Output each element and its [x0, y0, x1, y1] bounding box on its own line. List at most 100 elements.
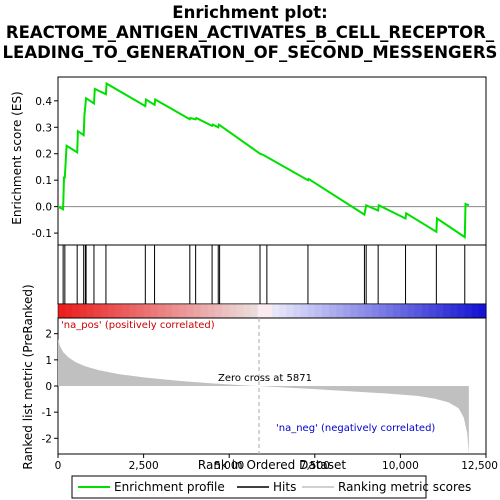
rank-x-ticks: 0 2,500 5,000 7,500 10,000 12,500 [55, 454, 498, 472]
legend: Enrichment profile Hits Ranking metric s… [71, 475, 471, 499]
es-y-tick-label: 0.1 [35, 175, 52, 187]
ranked-metric-panel: 'na_pos' (positively correlated) 'na_neg… [21, 284, 498, 472]
color-band-segment [443, 304, 451, 318]
neg-correlated-label: 'na_neg' (negatively correlated) [276, 423, 435, 434]
rank-y-ticks: 2 1 0 -1 -2 [42, 329, 58, 445]
color-band-segment [321, 304, 330, 318]
rank-y-tick-label: -2 [42, 433, 52, 445]
color-band-segment [236, 304, 245, 318]
color-band-segment [428, 304, 437, 318]
rank-x-tick-label: 5,000 [214, 460, 244, 472]
color-band-segment [450, 304, 459, 318]
color-band-segment [421, 304, 430, 318]
es-profile-line [57, 81, 470, 239]
color-band-segment [336, 304, 344, 318]
rank-x-axis-label: Rank in Ordered Dataset [198, 458, 346, 472]
color-band-segment [214, 304, 223, 318]
color-band-segment [457, 304, 466, 318]
color-band-segment [314, 304, 323, 318]
color-band-segment [329, 304, 337, 318]
color-band-segment [193, 304, 202, 318]
color-band-segment [115, 304, 123, 318]
color-band-segment [364, 304, 373, 318]
color-band-segment [72, 304, 80, 318]
color-band-segment [393, 304, 401, 318]
color-band-segment [436, 304, 444, 318]
color-band-segment [300, 304, 309, 318]
color-band-segment [272, 304, 280, 318]
hits-frame [57, 244, 487, 305]
title-line-3: LEADING_TO_GENERATION_OF_SECOND_MESSENGE… [3, 43, 498, 62]
color-band-segment [100, 304, 109, 318]
color-band-segment [350, 304, 359, 318]
enrichment-profile-panel: 0.4 0.3 0.2 0.1 0.0 -0.1 Enrichment score (ES… [10, 76, 487, 246]
color-band-segment [379, 304, 387, 318]
color-band-segment [107, 304, 116, 318]
color-band-segment [400, 304, 409, 318]
color-band-segment [343, 304, 352, 318]
color-band-segment [136, 304, 145, 318]
color-band-segment [279, 304, 287, 318]
color-band-segment [58, 304, 66, 318]
es-y-axis-label: Enrichment score (ES) [10, 91, 24, 224]
legend-label-hits: Hits [273, 480, 296, 494]
rank-x-tick-label: 0 [55, 460, 62, 472]
rank-y-tick-label: 1 [45, 355, 52, 367]
rank-x-tick-label: 10,000 [382, 460, 419, 472]
title-line-2: REACTOME_ANTIGEN_ACTIVATES_B_CELL_RECEPT… [6, 23, 495, 42]
color-band-segment [307, 304, 316, 318]
color-band-segment [250, 304, 259, 318]
color-band-segment [207, 304, 216, 318]
es-y-ticks: 0.4 0.3 0.2 0.1 0.0 -0.1 [32, 96, 58, 240]
es-y-tick-label: 0.4 [35, 96, 52, 108]
color-band-segment [243, 304, 252, 318]
rank-y-tick-label: -1 [42, 407, 52, 419]
color-band-segment [186, 304, 195, 318]
color-band-segment [407, 304, 416, 318]
color-band-segment [179, 304, 187, 318]
hit-marks [62, 245, 466, 304]
color-band-segment [464, 304, 473, 318]
color-band-segment [143, 304, 152, 318]
color-band-segment [93, 304, 102, 318]
rank-x-tick-label: 7,500 [300, 460, 330, 472]
es-y-tick-label: 0.3 [35, 122, 52, 134]
rank-y-axis-label: Ranked list metric (PreRanked) [21, 284, 35, 469]
color-band-segment [222, 304, 230, 318]
color-band-segment [264, 304, 273, 318]
color-band-segment [86, 304, 95, 318]
color-band-segment [478, 304, 487, 318]
hit-barcode-panel [57, 244, 487, 305]
es-y-tick-label: -0.1 [32, 228, 53, 240]
color-band-segment [371, 304, 380, 318]
color-band-segment [386, 304, 394, 318]
color-band-segment [229, 304, 237, 318]
color-band-segment [200, 304, 209, 318]
legend-label-enrichment: Enrichment profile [114, 480, 225, 494]
color-band-segment [257, 304, 266, 318]
color-band-segment [414, 304, 423, 318]
color-band-segment [122, 304, 130, 318]
color-band-segment [157, 304, 166, 318]
es-y-tick-label: 0.2 [35, 149, 52, 161]
color-band-segment [357, 304, 366, 318]
color-band-segment [129, 304, 138, 318]
color-band-segment [293, 304, 302, 318]
color-band-segment [79, 304, 88, 318]
color-band-segment [65, 304, 73, 318]
rank-y-tick-label: 2 [45, 329, 52, 341]
title-line-1: Enrichment plot: [172, 3, 327, 22]
color-band-segment [286, 304, 294, 318]
rank-x-tick-label: 12,500 [461, 460, 498, 472]
rank-y-tick-label: 0 [45, 381, 52, 393]
es-y-tick-label: 0.0 [35, 202, 52, 214]
color-band-segment [165, 304, 173, 318]
color-band-segment [172, 304, 180, 318]
color-band-segment [471, 304, 480, 318]
rank-x-tick-label: 2,500 [129, 460, 159, 472]
ranking-color-band [57, 303, 487, 319]
color-band-segment [150, 304, 159, 318]
zero-cross-label: Zero cross at 5871 [218, 373, 312, 384]
pos-correlated-label: 'na_pos' (positively correlated) [61, 320, 215, 331]
